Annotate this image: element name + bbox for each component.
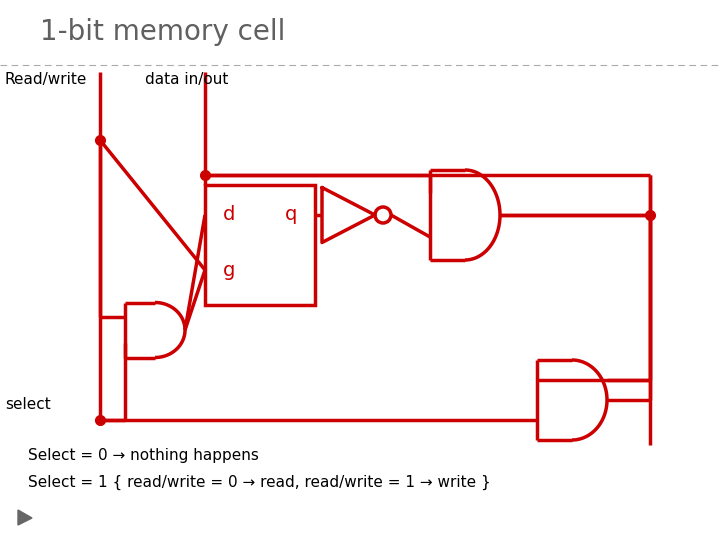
Text: data in/out: data in/out: [145, 72, 228, 87]
Text: select: select: [5, 397, 50, 412]
Text: d: d: [223, 206, 235, 225]
Text: g: g: [223, 260, 235, 280]
Text: Select = 1 { read/write = 0 → read, read/write = 1 → write }: Select = 1 { read/write = 0 → read, read…: [28, 475, 491, 490]
Bar: [205, 185, 315, 305]
Text: q: q: [284, 206, 297, 225]
Text: 1-bit memory cell: 1-bit memory cell: [40, 18, 285, 46]
Text: Read/write: Read/write: [5, 72, 87, 87]
Text: Select = 0 → nothing happens: Select = 0 → nothing happens: [28, 448, 259, 463]
Polygon shape: [18, 510, 32, 525]
